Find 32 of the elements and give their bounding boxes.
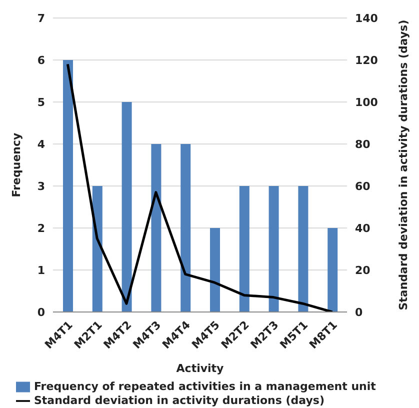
y2-tick-label: 120 <box>355 54 378 67</box>
y-tick-label: 5 <box>37 96 45 109</box>
y2-tick-label: 0 <box>355 306 363 319</box>
bar <box>122 102 132 312</box>
legend-label: Frequency of repeated activities in a management unit <box>34 380 376 394</box>
bar <box>268 186 279 312</box>
y2-tick-label: 20 <box>355 264 371 277</box>
y2-tick-label: 60 <box>355 180 371 193</box>
bar <box>63 60 73 312</box>
line-series <box>66 62 334 312</box>
y-tick-label: 4 <box>37 138 46 151</box>
bar <box>180 144 191 312</box>
bar <box>298 186 308 312</box>
y-tick-label: 6 <box>37 54 46 67</box>
y-tick-label: 7 <box>37 12 45 25</box>
y-tick-label: 3 <box>37 180 45 193</box>
y-tick-label: 0 <box>37 306 46 319</box>
y2-axis-title: Standard deviation in activity durations (days) <box>396 20 410 310</box>
y-tick-label: 1 <box>37 264 45 277</box>
x-axis-title: Activity <box>176 362 224 375</box>
y2-tick-label: 40 <box>355 222 371 235</box>
y-axis-title: Frequency <box>10 132 23 198</box>
bar <box>210 228 220 312</box>
y2-tick-label: 80 <box>355 138 371 151</box>
bar <box>328 228 338 312</box>
bar <box>239 186 250 312</box>
bar <box>92 186 102 312</box>
y2-tick-label: 100 <box>355 96 378 109</box>
legend-label: Standard deviation in activity durations (days) <box>34 394 324 408</box>
bar <box>151 144 162 312</box>
y-tick-label: 2 <box>37 222 45 235</box>
y2-tick-label: 140 <box>355 12 378 25</box>
